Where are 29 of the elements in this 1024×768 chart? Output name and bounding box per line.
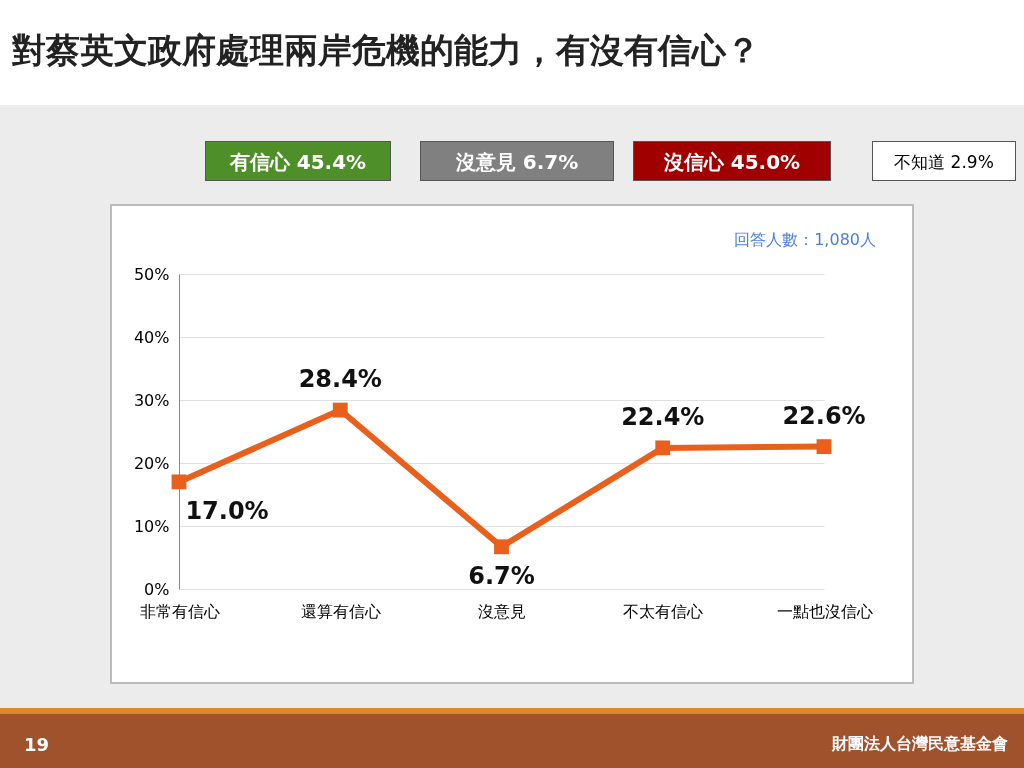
point: [332, 402, 348, 418]
y-tick-label: 50%: [133, 264, 170, 284]
point: [816, 439, 832, 455]
text: 19: [24, 734, 50, 755]
x-tick-label: 不太有信心: [623, 601, 704, 621]
text: 回答人數：1,080人: [734, 230, 876, 251]
text: 有信心 45.4%: [205, 141, 391, 181]
point: [171, 474, 187, 490]
point: [655, 440, 671, 456]
x-tick-label: 沒意見: [478, 601, 526, 621]
data-label: 28.4%: [298, 365, 382, 394]
text: 不知道 2.9%: [872, 141, 1016, 181]
text: 沒意見 6.7%: [420, 141, 614, 181]
text: 沒信心 45.0%: [633, 141, 831, 181]
y-tick-label: 10%: [133, 516, 170, 536]
y-tick-label: 20%: [133, 453, 170, 473]
x-tick-label: 還算有信心: [300, 601, 381, 621]
y-tick-label: 30%: [133, 390, 170, 410]
chart-title: 對蔡英文政府處理兩岸危機的能力，有沒有信心？: [12, 29, 760, 72]
data-label: 6.7%: [468, 561, 535, 590]
y-tick-label: 0%: [144, 579, 170, 599]
data-label: 22.4%: [621, 402, 705, 431]
x-tick-label: 非常有信心: [139, 601, 220, 621]
point: [494, 539, 509, 555]
x-tick-label: 一點也沒信心: [776, 601, 873, 621]
data-label: 17.0%: [185, 496, 269, 525]
text: 財團法人台灣民意基金會: [832, 734, 1008, 755]
data-label: 22.6%: [782, 401, 866, 430]
y-tick-label: 40%: [133, 327, 170, 347]
